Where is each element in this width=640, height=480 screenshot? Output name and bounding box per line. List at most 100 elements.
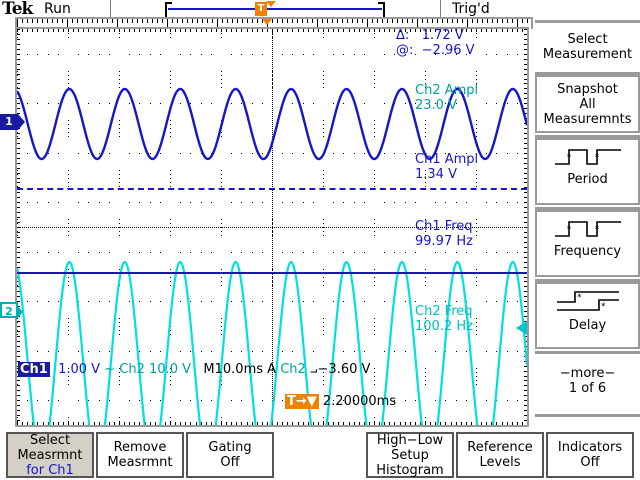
grid-dot xyxy=(374,334,375,335)
ruler-tick xyxy=(67,19,68,28)
trigger-source[interactable]: Ch2 xyxy=(280,362,306,377)
graticule-edge-tick xyxy=(17,163,20,164)
graticule-edge-tick xyxy=(451,29,452,32)
button-reference-levels[interactable]: Reference Levels xyxy=(456,432,544,478)
graticule-edge-tick xyxy=(328,29,329,32)
grid-dot xyxy=(476,281,477,282)
graticule-edge-tick xyxy=(17,252,20,253)
graticule-edge-tick xyxy=(524,79,527,80)
grid-dot xyxy=(333,103,334,104)
side-menu-item-snapshot-all-measurements[interactable]: Snapshot All Measuremnts xyxy=(535,75,640,133)
graticule-edge-tick xyxy=(420,422,421,425)
ch1-selected-badge[interactable]: Ch1 xyxy=(18,362,50,377)
graticule-edge-tick xyxy=(53,29,54,32)
graticule-edge-tick xyxy=(517,422,518,425)
grid-dot xyxy=(17,368,18,369)
grid-dot xyxy=(99,103,100,104)
graticule-edge-tick xyxy=(17,192,20,193)
ruler-tick xyxy=(312,19,313,23)
grid-dot xyxy=(221,322,222,323)
ch1-marker-label: 1 xyxy=(5,115,13,128)
graticule-edge-tick xyxy=(252,422,253,425)
button-select-measrmnt-for-ch1[interactable]: Select Measrmnt for Ch1 xyxy=(6,432,94,478)
grid-dot xyxy=(527,417,528,418)
graticule-edge-tick xyxy=(318,422,319,425)
ch2-reference-line[interactable] xyxy=(17,272,527,274)
grid-dot xyxy=(99,252,100,253)
side-menu-item-delay[interactable]: * * Delay xyxy=(535,282,640,349)
side-menu-item-frequency[interactable]: * * Frequency xyxy=(535,210,640,277)
grid-dot xyxy=(119,322,120,323)
grid-dot xyxy=(425,219,426,220)
button-remove-measrmnt[interactable]: Remove Measrmnt xyxy=(96,432,184,478)
graticule-edge-tick xyxy=(328,422,329,425)
grid-dot xyxy=(343,153,344,154)
grid-dot xyxy=(527,219,528,220)
ch1-vertical-scale[interactable]: 1.00 V xyxy=(58,362,101,377)
btn3-line2: Setup xyxy=(391,447,429,463)
ch1-position-marker[interactable]: 1 xyxy=(0,114,25,130)
grid-dot xyxy=(527,277,528,278)
graticule-edge-tick xyxy=(134,422,135,425)
side-menu-item-period[interactable]: * * Period xyxy=(535,138,640,205)
grid-dot xyxy=(374,128,375,129)
grid-dot xyxy=(170,178,171,179)
grid-dot xyxy=(333,301,334,302)
trigger-level-value[interactable]: −3.60 V xyxy=(317,362,371,377)
grid-dot xyxy=(323,372,324,373)
grid-dot xyxy=(221,318,222,319)
button-indicators-off[interactable]: Indicators Off xyxy=(546,432,634,478)
graticule-edge-tick xyxy=(17,64,20,65)
side-menu-bottom-separator xyxy=(535,414,640,417)
grid-dot xyxy=(190,153,191,154)
button-gating-off[interactable]: Gating Off xyxy=(186,432,274,478)
grid-dot xyxy=(425,79,426,80)
grid-dot xyxy=(119,380,120,381)
grid-dot xyxy=(466,400,467,401)
grid-dot xyxy=(170,231,171,232)
measurement-ch2-freq-value: 100.2 Hz xyxy=(415,319,473,334)
grid-dot xyxy=(231,103,232,104)
grid-dot xyxy=(58,54,59,55)
btn0-line2: Measrmnt xyxy=(17,447,83,463)
graticule-edge-tick xyxy=(308,422,309,425)
graticule-edge-tick xyxy=(524,237,527,238)
ch1-cursor-line[interactable] xyxy=(17,188,527,190)
grid-dot xyxy=(394,252,395,253)
grid-dot xyxy=(170,376,171,377)
ch2-vertical-scale[interactable]: 10.0 V xyxy=(149,362,191,377)
grid-dot xyxy=(374,182,375,183)
grid-dot xyxy=(425,182,426,183)
ch2-position-marker[interactable]: 2 xyxy=(0,302,23,320)
graticule-edge-tick xyxy=(524,192,527,193)
button-high-low-setup-histogram[interactable]: High−Low Setup Histogram xyxy=(366,432,454,478)
waveform-graticule[interactable]: Ch2 Ampl 23.0 V Ch1 Ampl 1.34 V Ch1 Freq 99… xyxy=(15,27,529,427)
graticule-edge-tick xyxy=(262,422,263,425)
grid-dot xyxy=(58,103,59,104)
grid-dot xyxy=(323,235,324,236)
grid-dot xyxy=(17,285,18,286)
channel-settings-status: Ch1 1.00 V ~ Ch2 10.0 V M10.0ms A Ch2 ⨼−… xyxy=(18,362,370,377)
graticule-edge-tick xyxy=(466,422,467,425)
grid-dot xyxy=(282,400,283,401)
grid-dot xyxy=(68,281,69,282)
graticule-edge-tick xyxy=(349,422,350,425)
timebase-setting[interactable]: M10.0ms xyxy=(203,362,264,377)
grid-dot xyxy=(160,400,161,401)
ruler-tick xyxy=(122,19,123,23)
ch2-ground-arrow-icon[interactable] xyxy=(516,321,527,335)
ch2-label[interactable]: Ch2 xyxy=(119,362,145,377)
grid-dot xyxy=(292,153,293,154)
grid-dot xyxy=(486,351,487,352)
ruler-tick xyxy=(157,19,158,23)
ruler-tick xyxy=(347,19,348,23)
grid-dot xyxy=(384,301,385,302)
graticule-edge-tick xyxy=(415,29,416,32)
grid-dot xyxy=(343,202,344,203)
grid-dot xyxy=(476,37,477,38)
side-menu-item-more[interactable]: −more− 1 of 6 xyxy=(535,360,640,400)
grid-dot xyxy=(119,231,120,232)
grid-dot xyxy=(425,223,426,224)
graticule-edge-tick xyxy=(343,422,344,425)
grid-dot xyxy=(384,153,385,154)
